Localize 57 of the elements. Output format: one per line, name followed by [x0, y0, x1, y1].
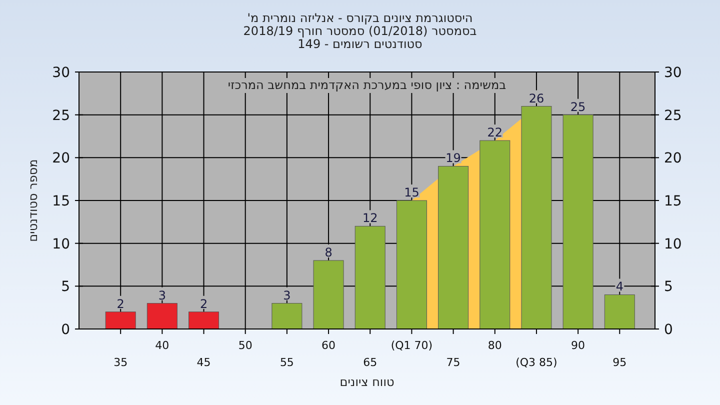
x-tick-label: 90: [571, 339, 586, 352]
data-label: 12: [362, 211, 378, 226]
y2-tick-label: 0: [664, 322, 673, 338]
x-axis-title: טווח ציונים: [340, 375, 394, 389]
bar: [146, 303, 178, 330]
text: בסמסטר (01/2018) סמסטר חורף 2018/19: [243, 24, 477, 38]
bar: [313, 260, 344, 330]
bar: [521, 106, 552, 330]
y2-tick-label: 10: [664, 236, 682, 252]
text: סטודנטים רשומים - 149: [298, 37, 422, 51]
data-label: 26: [528, 91, 544, 106]
x-tick-label: 55: [280, 356, 294, 369]
y-tick-label: 10: [52, 236, 70, 252]
bar: [396, 200, 427, 330]
bar: [272, 303, 302, 330]
y2-tick-label: 25: [664, 108, 682, 124]
data-label: 2: [116, 296, 124, 311]
annotation: במשימה : ציון סופי במערכת האקדמית במחשב המרכזי: [228, 78, 506, 92]
data-label: 22: [487, 126, 503, 140]
bar: [480, 140, 510, 330]
x-tick-label: 40: [155, 339, 170, 352]
x-tick-label: 50: [238, 339, 252, 352]
x-tick-label: 65: [363, 356, 378, 369]
x-tick-label: 95: [612, 356, 627, 369]
data-label: 15: [404, 186, 420, 200]
x-tick-label: 80: [488, 339, 502, 352]
bar: [604, 294, 635, 330]
bar: [354, 226, 386, 330]
y-tick-label: 15: [52, 194, 70, 210]
data-label: 19: [446, 151, 461, 166]
y-tick-label: 30: [52, 65, 70, 81]
y2-tick-label: 20: [664, 150, 682, 167]
data-label: 2: [200, 296, 208, 311]
y-tick-label: 20: [52, 150, 70, 167]
data-label: 8: [324, 245, 332, 260]
bar: [438, 166, 469, 330]
text: היסטוגרמת ציונים בקורס - אנליזה נומרית מ': [247, 11, 473, 25]
x-tick-label: 35: [114, 356, 128, 369]
bar: [105, 312, 136, 330]
data-label: 3: [158, 288, 166, 302]
data-label: 4: [616, 280, 624, 294]
x-tick-label: (Q3 85): [516, 356, 558, 369]
y-tick-label: 5: [61, 279, 70, 296]
x-tick-label: 75: [446, 356, 460, 369]
y-axis-title: מספר סטודנטים: [26, 159, 40, 242]
y2-tick-label: 15: [664, 194, 682, 210]
x-tick-label: 60: [322, 339, 336, 352]
bar: [188, 312, 220, 330]
y-tick-label: 0: [61, 322, 70, 338]
y2-tick-label: 30: [664, 65, 682, 81]
data-label: 25: [570, 100, 586, 114]
x-tick-label: 45: [196, 356, 211, 369]
bar: [562, 114, 594, 330]
y2-tick-label: 5: [664, 279, 673, 296]
y-tick-label: 25: [52, 108, 70, 124]
x-tick-label: (Q1 70): [390, 339, 433, 352]
data-label: 3: [283, 288, 291, 302]
